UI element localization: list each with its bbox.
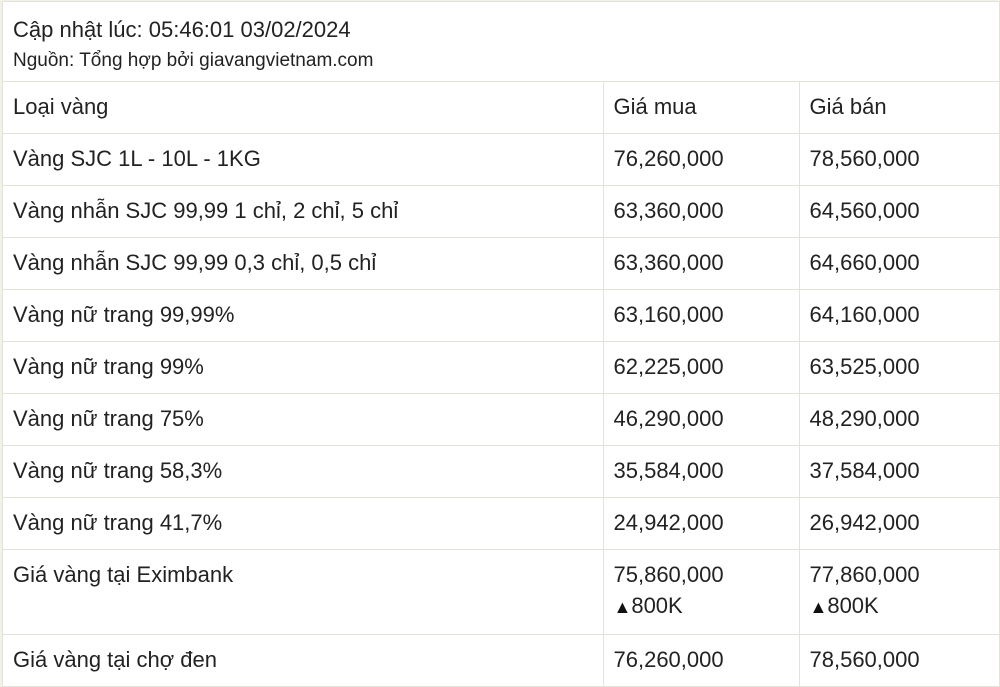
source-note: Nguồn: Tổng hợp bởi giavangvietnam.com: [13, 50, 374, 71]
buy-price-value: 75,860,000: [613, 562, 724, 587]
sell-price-cell: 64,560,000: [798, 185, 999, 238]
table-row: Vàng nữ trang 75% 46,290,000 48,290,000: [3, 393, 999, 446]
table-row: Giá vàng tại Eximbank 75,860,000 ▲800K 7…: [3, 549, 999, 635]
sell-price-cell: 48,290,000: [798, 393, 999, 446]
table-header-info: Cập nhật lúc: 05:46:01 03/02/2024 Nguồn:…: [3, 2, 999, 82]
column-header-buy: Giá mua: [602, 82, 800, 134]
buy-price-cell: 62,225,000: [602, 341, 800, 394]
table-row: Vàng nữ trang 41,7% 24,942,000 26,942,00…: [3, 497, 999, 550]
buy-price-cell: 63,360,000: [602, 185, 800, 238]
gold-type-cell: Vàng nữ trang 75%: [3, 393, 604, 446]
sell-price-cell: 37,584,000: [798, 445, 999, 498]
buy-price-cell: 76,260,000: [602, 634, 800, 686]
table-row: Giá vàng tại chợ đen 76,260,000 78,560,0…: [3, 634, 999, 686]
gold-type-cell: Vàng nữ trang 41,7%: [3, 497, 604, 550]
gold-type-cell: Vàng nhẫn SJC 99,99 0,3 chỉ, 0,5 chỉ: [3, 237, 604, 290]
gold-type-cell: Giá vàng tại Eximbank: [3, 549, 604, 635]
buy-price-cell: 46,290,000: [602, 393, 800, 446]
sell-price-cell: 78,560,000: [798, 634, 999, 686]
table-row: Vàng nhẫn SJC 99,99 1 chỉ, 2 chỉ, 5 chỉ …: [3, 185, 999, 238]
table-row: Vàng nữ trang 99% 62,225,000 63,525,000: [3, 341, 999, 394]
sell-price-cell: 63,525,000: [798, 341, 999, 394]
buy-price-cell: 35,584,000: [602, 445, 800, 498]
gold-type-cell: Vàng SJC 1L - 10L - 1KG: [3, 133, 604, 186]
sell-price-cell: 77,860,000 ▲800K: [798, 549, 999, 635]
gold-type-cell: Vàng nữ trang 99,99%: [3, 289, 604, 342]
buy-price-cell: 63,160,000: [602, 289, 800, 342]
sell-price-cell: 64,660,000: [798, 237, 999, 290]
sell-price-value: 77,860,000: [809, 562, 920, 587]
update-time: Cập nhật lúc: 05:46:01 03/02/2024: [13, 17, 351, 42]
up-triangle-icon: ▲: [809, 597, 828, 617]
buy-price-cell: 24,942,000: [602, 497, 800, 550]
buy-change-value: 800K: [631, 593, 683, 618]
column-header-type: Loại vàng: [3, 82, 604, 134]
column-header-sell: Giá bán: [798, 82, 999, 134]
table-row: Vàng nhẫn SJC 99,99 0,3 chỉ, 0,5 chỉ 63,…: [3, 237, 999, 290]
sell-price-cell: 64,160,000: [798, 289, 999, 342]
gold-type-cell: Vàng nữ trang 58,3%: [3, 445, 604, 498]
buy-change: ▲800K: [614, 590, 789, 623]
table-row: Vàng SJC 1L - 10L - 1KG 76,260,000 78,56…: [3, 133, 999, 186]
sell-change: ▲800K: [810, 590, 990, 623]
column-header-row: Loại vàng Giá mua Giá bán: [3, 82, 999, 134]
sell-change-value: 800K: [827, 593, 879, 618]
sell-price-cell: 26,942,000: [798, 497, 999, 550]
gold-price-table: Loại vàng Giá mua Giá bán Vàng SJC 1L - …: [3, 82, 999, 686]
table-row: Vàng nữ trang 99,99% 63,160,000 64,160,0…: [3, 289, 999, 342]
gold-type-cell: Giá vàng tại chợ đen: [3, 634, 604, 686]
sell-price-cell: 78,560,000: [798, 133, 999, 186]
gold-type-cell: Vàng nhẫn SJC 99,99 1 chỉ, 2 chỉ, 5 chỉ: [3, 185, 604, 238]
buy-price-cell: 76,260,000: [602, 133, 800, 186]
buy-price-cell: 63,360,000: [602, 237, 800, 290]
table-row: Vàng nữ trang 58,3% 35,584,000 37,584,00…: [3, 445, 999, 498]
buy-price-cell: 75,860,000 ▲800K: [602, 549, 800, 635]
up-triangle-icon: ▲: [613, 597, 632, 617]
gold-type-cell: Vàng nữ trang 99%: [3, 341, 604, 394]
